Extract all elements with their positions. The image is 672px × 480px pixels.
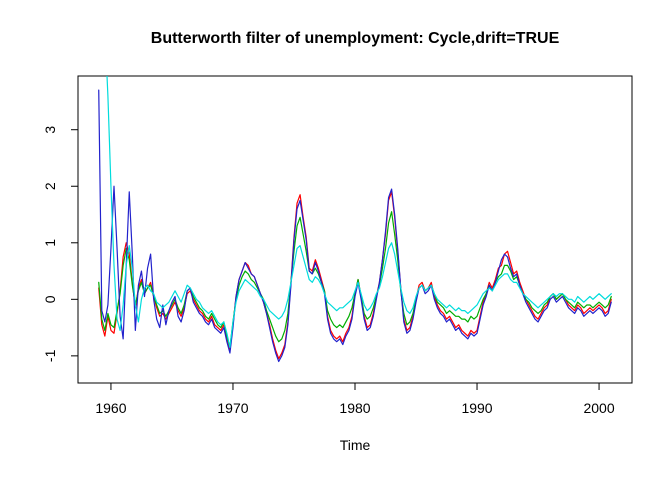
y-tick-label: 3 [42, 126, 58, 134]
x-tick-label: 1960 [95, 400, 126, 416]
x-axis-label: Time [340, 437, 371, 453]
y-tick-label: 1 [42, 239, 58, 247]
chart-title: Butterworth filter of unemployment: Cycl… [151, 30, 560, 47]
y-tick-label: -1 [42, 349, 58, 362]
y-tick-label: 2 [42, 182, 58, 190]
x-tick-label: 1990 [461, 400, 492, 416]
series-blue-line [98, 89, 612, 363]
x-tick-label: 1970 [217, 400, 248, 416]
x-tick-label: 1980 [339, 400, 370, 416]
series-cyan-line [106, 76, 612, 348]
series-red-line [98, 191, 612, 360]
plot-dynamic-layer: 1960 1970 1980 1990 2000 -1 0 1 2 3 [42, 75, 633, 416]
series-green-line [98, 211, 612, 348]
x-tick-label: 2000 [583, 400, 614, 416]
plot-box [77, 75, 633, 384]
y-tick-label: 0 [42, 295, 58, 303]
